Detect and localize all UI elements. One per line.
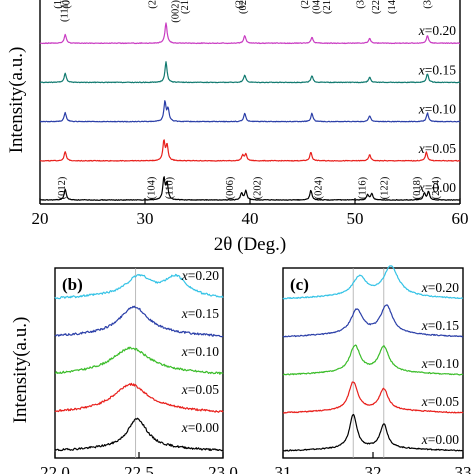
x-tick-label: 32 [365, 463, 382, 474]
series-line [282, 381, 464, 414]
series-label: x=0.10 [181, 344, 219, 359]
peak-label: (02 [238, 0, 249, 14]
panel-a-traces: x=0.00 x=0.05 x=0.10 x=0.15 x=0.20 [39, 22, 461, 201]
panel-a-y-axis-label: Intensity(a.u.) [6, 47, 27, 154]
x-tick-label: 50 [347, 209, 364, 228]
peak-label: (2 [300, 0, 311, 9]
peak-label: (116) [358, 176, 369, 199]
series-label: x=0.15 [421, 318, 459, 333]
series-line [54, 382, 224, 413]
panel-a-peak-labels: (012) (104) (110) (006) (202) (024) (116) (122)… [53, 0, 442, 199]
x-tick-label: 33 [455, 463, 472, 474]
peak-label: (104) [146, 176, 157, 199]
series-line [54, 417, 224, 452]
series-line [282, 304, 464, 338]
series-label: x=0.15 [418, 62, 456, 77]
peak-label: (002) [171, 0, 182, 23]
x-tick-label: 23.0 [208, 463, 238, 474]
series-label: x=0.10 [418, 102, 456, 117]
series-line [282, 344, 464, 376]
series-label: x=0.00 [181, 420, 219, 435]
peak-label: (018) [412, 176, 423, 199]
panel-c-label: (c) [290, 275, 309, 294]
peak-label: (2 [235, 0, 246, 9]
panel-c-x-ticks: 31 32 33 [275, 452, 472, 474]
panel-b-y-axis-label: Intensity(a.u.) [10, 317, 31, 424]
x-tick-label: 30 [137, 209, 154, 228]
panel-a-x-ticks: 20 30 40 50 60 [32, 198, 469, 228]
series-label: x=0.10 [421, 356, 459, 371]
peak-label: (006) [225, 176, 236, 199]
series-line [282, 265, 464, 300]
panel-b-label: (b) [62, 275, 83, 294]
series-label: x=0.20 [418, 23, 456, 38]
series-line [39, 139, 461, 162]
peak-label: (2 [148, 0, 159, 9]
peak-label: (012) [57, 176, 68, 199]
panel-b-traces: x=0.00 x=0.05 x=0.10 x=0.15 x=0.20 [54, 268, 224, 452]
panel-a-x-axis-label: 2θ (Deg.) [214, 234, 286, 255]
series-label: x=0.00 [421, 432, 459, 447]
peak-label: (21 [322, 0, 333, 14]
panel-b-zoom-012: 22.0 22.5 23.0 x=0.00x=0.05x=0.10x=0.15x=0… [10, 267, 238, 474]
peak-label: (024) [313, 176, 324, 199]
x-tick-label: 22.0 [40, 463, 70, 474]
series-label: x=0.20 [421, 280, 459, 295]
series-label: x=0.15 [181, 306, 219, 321]
series-line [39, 176, 461, 201]
x-tick-label: 31 [275, 463, 292, 474]
peak-label: (22 [371, 0, 382, 14]
series-label: x=0.20 [181, 268, 219, 283]
peak-label: (21 [180, 0, 191, 14]
peak-label: (202) [253, 176, 264, 199]
series-line [39, 22, 460, 45]
peak-label: (14 [387, 0, 398, 14]
panel-a-xrd-full-range: 20 30 40 50 60 x=0.00 x=0.05 x=0.10 x=0.15 x=0.2… [6, 0, 469, 255]
peak-label: (3 [423, 0, 434, 9]
series-label: x=0.05 [181, 382, 219, 397]
peak-label: (1 [53, 0, 64, 9]
panel-c-reference-lines [352, 268, 385, 458]
peak-label: (0 [61, 0, 72, 9]
series-line [282, 413, 463, 452]
peak-label: (04 [311, 0, 322, 14]
series-line [54, 305, 224, 338]
peak-label: (111) [59, 0, 70, 22]
panel-b-x-ticks: 22.0 22.5 23.0 [40, 452, 238, 474]
panel-c-traces: x=0.00 x=0.05 x=0.10 x=0.15 x=0.20 [282, 265, 464, 452]
x-tick-label: 40 [242, 209, 259, 228]
series-label: x=0.05 [421, 394, 459, 409]
series-line [39, 61, 461, 84]
peak-label: (214) [431, 176, 442, 199]
series-line [39, 100, 461, 123]
x-tick-label: 22.5 [124, 463, 154, 474]
peak-label: (3 [355, 0, 366, 9]
series-line [54, 346, 224, 375]
x-tick-label: 20 [32, 209, 49, 228]
series-label: x=0.05 [418, 141, 456, 156]
series-label: x=0.00 [418, 180, 456, 195]
panel-c-zoom-104-110: 31 32 33 x=0.00 x=0.05 x=0.10 x=0.15 x=0.20 (c… [275, 265, 472, 474]
peak-label: (110) [164, 176, 175, 199]
peak-label: (122) [380, 176, 391, 199]
series-line [54, 273, 224, 300]
x-tick-label: 60 [452, 209, 469, 228]
